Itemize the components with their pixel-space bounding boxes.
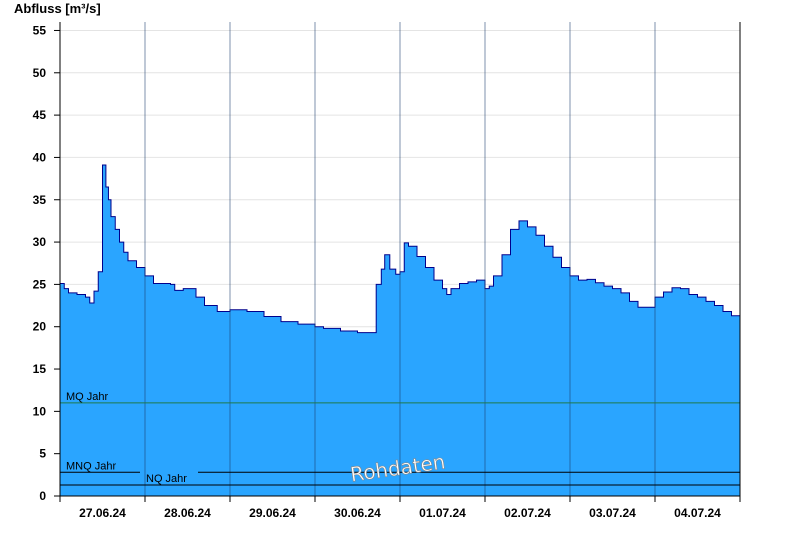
y-tick-label: 5 [39,447,46,461]
y-tick-label: 35 [33,193,47,207]
reference-line-label: MNQ Jahr [66,460,116,472]
y-tick-label: 20 [33,320,47,334]
day-separators [144,22,656,496]
y-tick-label: 50 [33,66,47,80]
y-tick-label: 15 [33,362,47,376]
y-tick-label: 0 [39,489,46,503]
x-tick-label: 02.07.24 [504,506,551,520]
y-tick-label: 40 [33,150,47,164]
discharge-line [60,164,741,334]
y-axis-label: Abfluss [m³/s] [14,1,101,16]
y-tick-label: 30 [33,235,47,249]
reference-lines: MQ Jahr MNQ Jahr NQ Jahr [60,391,740,486]
y-tick-label: 55 [33,23,47,37]
y-tick-labels: 0 5 10 15 20 25 30 35 40 45 50 55 [33,23,60,503]
y-tick-label: 45 [33,108,47,122]
y-tick-label: 10 [33,404,47,418]
x-tick-label: 01.07.24 [419,506,466,520]
x-tick-label: 27.06.24 [79,506,126,520]
x-tick-label: 03.07.24 [589,506,636,520]
reference-line-label: MQ Jahr [66,391,109,403]
reference-line-label: NQ Jahr [146,473,187,485]
x-tick-labels: 27.06.24 28.06.24 29.06.24 30.06.24 01.07.24… [59,496,741,520]
y-tick-label: 25 [33,277,47,291]
x-tick-label: 04.07.24 [674,506,721,520]
x-tick-label: 30.06.24 [334,506,381,520]
x-tick-label: 29.06.24 [249,506,296,520]
x-tick-label: 28.06.24 [164,506,211,520]
